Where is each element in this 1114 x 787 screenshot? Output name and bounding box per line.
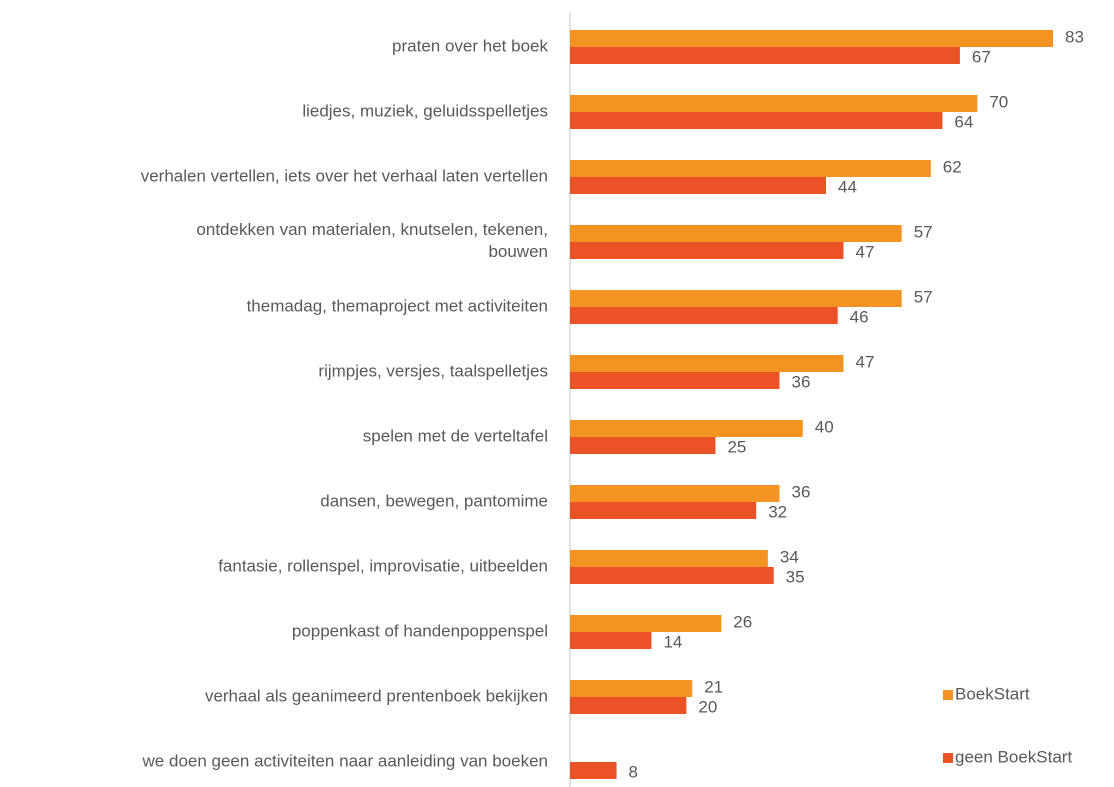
legend-label: geen BoekStart — [955, 747, 1072, 766]
bar — [570, 567, 774, 584]
bar — [570, 307, 838, 324]
data-label: 64 — [954, 112, 973, 131]
bar — [570, 615, 722, 632]
bar — [570, 420, 803, 437]
legend-swatch — [943, 753, 953, 763]
data-label: 67 — [972, 47, 991, 66]
category-label: fantasie, rollenspel, improvisatie, uitb… — [218, 556, 548, 575]
bar — [570, 680, 693, 697]
data-label: 47 — [856, 352, 875, 371]
data-label: 57 — [914, 222, 933, 241]
data-label: 21 — [704, 677, 723, 696]
bar — [570, 112, 943, 129]
category-label: spelen met de verteltafel — [363, 426, 548, 445]
data-label: 36 — [791, 372, 810, 391]
category-label: ontdekken van materialen, knutselen, tek… — [196, 220, 548, 261]
category-label: we doen geen activiteiten naar aanleidin… — [142, 751, 548, 770]
bar — [570, 225, 902, 242]
data-label: 83 — [1065, 27, 1084, 46]
bar — [570, 30, 1053, 47]
data-label: 35 — [786, 567, 805, 586]
bar — [570, 47, 960, 64]
bar — [570, 632, 652, 649]
category-label: liedjes, muziek, geluidsspelletjes — [302, 101, 548, 120]
bar — [570, 502, 757, 519]
data-label: 32 — [768, 502, 787, 521]
category-label: dansen, bewegen, pantomime — [320, 491, 548, 510]
bar — [570, 437, 716, 454]
data-label: 14 — [663, 632, 682, 651]
bar — [570, 355, 844, 372]
bar — [570, 372, 780, 389]
category-label: praten over het boek — [392, 36, 548, 55]
data-label: 57 — [914, 287, 933, 306]
legend-swatch — [943, 690, 953, 700]
data-label: 44 — [838, 177, 857, 196]
category-label: verhalen vertellen, iets over het verhaa… — [141, 166, 548, 185]
data-label: 25 — [727, 437, 746, 456]
category-label: poppenkast of handenpoppenspel — [292, 621, 548, 640]
bar — [570, 762, 617, 779]
data-label: 8 — [629, 762, 638, 781]
bar — [570, 550, 768, 567]
data-label: 26 — [733, 612, 752, 631]
category-label: rijmpjes, versjes, taalspelletjes — [318, 361, 548, 380]
bar — [570, 290, 902, 307]
bar — [570, 95, 978, 112]
data-label: 47 — [856, 242, 875, 261]
category-label: themadag, themaproject met activiteiten — [247, 296, 548, 315]
bar — [570, 160, 931, 177]
data-label: 40 — [815, 417, 834, 436]
category-label: verhaal als geanimeerd prentenboek bekij… — [205, 686, 548, 705]
bar — [570, 177, 827, 194]
data-label: 34 — [780, 547, 799, 566]
data-label: 70 — [989, 92, 1008, 111]
legend-label: BoekStart — [955, 684, 1030, 703]
data-label: 20 — [698, 697, 717, 716]
data-label: 62 — [943, 157, 962, 176]
data-label: 36 — [791, 482, 810, 501]
data-label: 46 — [850, 307, 869, 326]
bar — [570, 242, 844, 259]
bar — [570, 697, 687, 714]
bar — [570, 485, 780, 502]
